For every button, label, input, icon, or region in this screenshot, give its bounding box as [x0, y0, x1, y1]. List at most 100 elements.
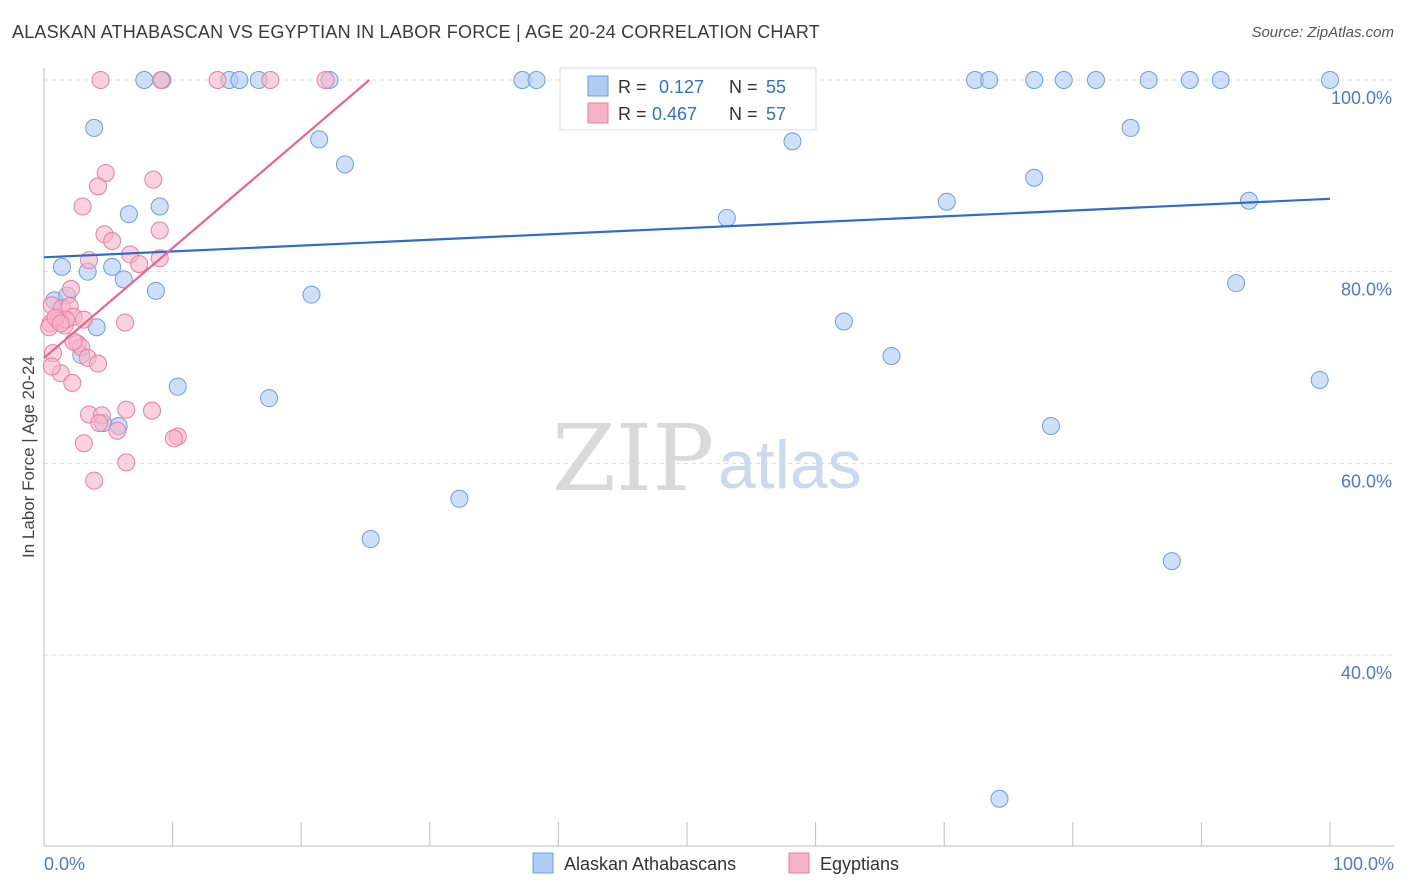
data-point: [117, 400, 136, 419]
data-point: [310, 130, 329, 149]
trend-line-egyptian: [43, 79, 371, 359]
data-point: [1121, 118, 1140, 137]
data-point: [85, 118, 104, 137]
data-point: [64, 332, 83, 351]
watermark-atlas: atlas: [718, 427, 862, 503]
data-point: [114, 270, 133, 289]
data-point: [91, 71, 110, 89]
chart-source: Source: ZipAtlas.com: [1251, 24, 1394, 41]
data-point: [527, 71, 546, 89]
y-tick-label: 100.0%: [1331, 88, 1392, 108]
data-point: [1211, 71, 1230, 89]
data-point: [717, 209, 736, 227]
trend-lines: [43, 79, 1331, 359]
bottom-legend-swatch-athabascan: [532, 852, 554, 874]
data-point: [103, 257, 122, 276]
legend-r-value-1: 0.127: [659, 77, 704, 97]
y-tick-label: 40.0%: [1341, 663, 1392, 683]
data-point: [1310, 370, 1329, 389]
watermark-zip: ZIP: [552, 405, 714, 512]
data-point: [90, 414, 109, 433]
y-axis-ticks: 100.0% 80.0% 60.0% 40.0%: [1331, 88, 1392, 683]
data-point: [1086, 71, 1105, 89]
data-point: [42, 357, 61, 376]
data-point: [230, 71, 249, 89]
data-point: [51, 314, 70, 333]
data-point: [361, 530, 380, 549]
data-point: [208, 71, 227, 89]
trend-line-athabascan: [43, 197, 1331, 259]
data-point: [261, 71, 280, 89]
legend-r-label-2: R =: [618, 104, 647, 124]
chart-title: ALASKAN ATHABASCAN VS EGYPTIAN IN LABOR …: [12, 22, 820, 42]
data-point: [882, 347, 901, 365]
data-point: [1162, 552, 1181, 571]
watermark: ZIP atlas: [552, 405, 862, 512]
data-point: [302, 285, 321, 304]
data-point: [335, 155, 354, 174]
data-point: [62, 279, 81, 298]
data-point: [316, 71, 335, 89]
legend-r-label-1: R =: [618, 77, 647, 97]
legend-swatch-athabascan: [587, 75, 609, 97]
data-point: [1180, 71, 1199, 89]
bottom-legend-label-egyptian: Egyptians: [820, 854, 899, 874]
x-tick-label-left: 0.0%: [44, 854, 85, 874]
y-tick-label: 80.0%: [1341, 280, 1392, 300]
data-point: [103, 232, 122, 250]
data-point: [144, 170, 163, 189]
data-point: [783, 132, 802, 151]
data-point: [85, 471, 104, 490]
data-point: [73, 197, 92, 216]
legend-n-value-1: 55: [766, 77, 786, 97]
data-point: [108, 421, 127, 440]
series-egyptians: [40, 71, 335, 490]
y-tick-label: 60.0%: [1341, 471, 1392, 491]
data-point: [152, 71, 171, 89]
data-point: [119, 205, 138, 224]
data-point: [74, 434, 93, 453]
legend-r-value-2: 0.467: [652, 104, 697, 124]
series-legend: Alaskan Athabascans Egyptians: [532, 852, 899, 874]
data-point: [116, 313, 135, 332]
data-point: [74, 310, 93, 329]
data-point: [164, 429, 183, 448]
data-point: [1025, 71, 1044, 89]
data-point: [150, 197, 169, 216]
data-point: [1054, 71, 1073, 89]
data-point: [150, 221, 169, 240]
data-point: [834, 312, 853, 331]
data-point: [63, 373, 82, 392]
x-tick-label-right: 100.0%: [1333, 854, 1394, 874]
data-point: [143, 401, 162, 420]
data-point: [89, 354, 108, 373]
data-point: [53, 257, 72, 276]
data-point: [1321, 71, 1339, 89]
data-point: [1227, 274, 1246, 293]
data-point: [130, 255, 149, 273]
data-point: [260, 389, 279, 408]
data-point: [168, 377, 187, 396]
data-point: [1025, 168, 1044, 187]
data-point: [990, 789, 1009, 808]
data-point: [450, 489, 469, 508]
x-axis-ticks: [172, 822, 1331, 846]
data-point: [1239, 191, 1258, 210]
data-point: [937, 192, 956, 211]
legend-n-label-1: N =: [729, 77, 758, 97]
data-point: [980, 71, 999, 89]
legend-n-label-2: N =: [729, 104, 758, 124]
data-point: [1139, 71, 1158, 89]
data-point: [89, 177, 108, 196]
legend-swatch-egyptian: [587, 102, 609, 124]
bottom-legend-label-athabascan: Alaskan Athabascans: [564, 854, 736, 874]
correlation-legend: R = 0.127 N = 55 R = 0.467 N = 57: [559, 67, 817, 131]
data-point: [96, 163, 115, 182]
data-point: [135, 71, 154, 89]
y-axis-label: In Labor Force | Age 20-24: [19, 356, 38, 558]
bottom-legend-swatch-egyptian: [788, 852, 810, 874]
data-point: [146, 281, 165, 300]
data-point: [117, 453, 136, 472]
data-point: [1041, 416, 1060, 435]
